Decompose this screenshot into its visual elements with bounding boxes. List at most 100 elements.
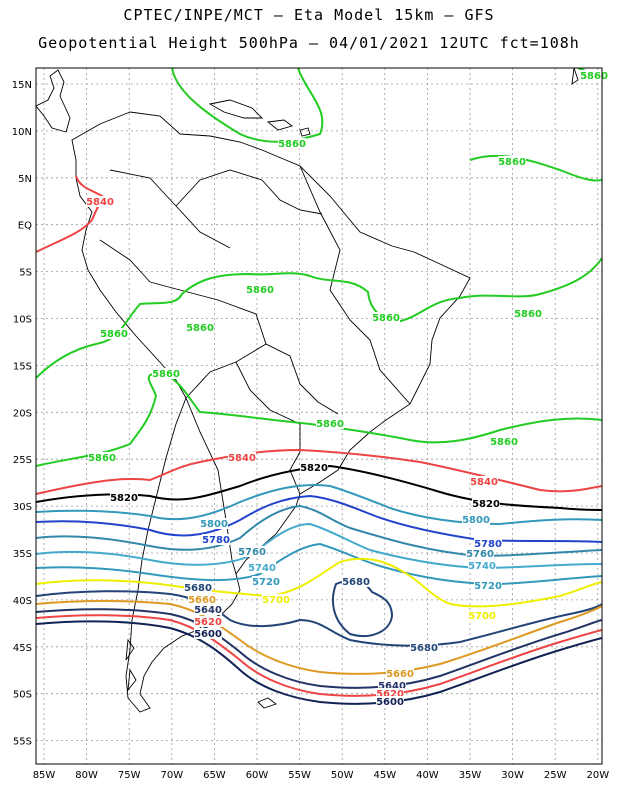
contour-label-bg [466,548,494,559]
contour-label-bg [378,680,406,691]
contour-label: 5780 [202,535,230,546]
contour-label: 5860 [514,309,542,320]
lon-tick-label: 75W [118,770,141,781]
contour-label: 5840 [86,197,114,208]
contour-label: 5660 [188,595,216,606]
contour-label-bg [470,476,498,487]
contour-5860-south [36,372,602,467]
lat-tick-label: 45S [13,643,32,654]
contour-label-bg [376,696,404,707]
contour-label: 5680 [342,577,370,588]
contour-label: 5860 [246,285,274,296]
contour-label-bg [110,492,138,503]
contour-5700 [36,557,602,608]
map-frame [35,67,603,765]
contour-5820 [36,464,602,511]
lon-tick-label: 25W [544,770,567,781]
lon-tick-label: 60W [246,770,269,781]
contour-label-bg [474,580,502,591]
contour-label-bg [342,576,370,587]
contour-label-bg [248,562,276,573]
contour-label: 5680 [184,583,212,594]
lat-tick-label: 50S [13,690,32,701]
contour-label: 5740 [468,561,496,572]
contour-label: 5840 [228,453,256,464]
contour-label-bg [580,70,608,81]
contour-5840-north [36,175,104,253]
contour-label-bg [410,642,438,653]
lon-tick-label: 85W [33,770,56,781]
contour-label: 5860 [372,313,400,324]
contour-label-bg [468,560,496,571]
contour-5740 [36,522,602,570]
contour-label-bg [200,518,228,529]
contour-label-bg [498,156,526,167]
longitude-labels: 85W 80W 75W 70W 65W 60W 55W 50W 45W 40W 35W 30W 25W 2… [33,770,610,781]
contour-label-bg [474,538,502,549]
contour-label-bg [186,322,214,333]
contour-5800 [36,483,602,526]
contour-label-bg [376,688,404,699]
contour-label: 5860 [580,71,608,82]
coastlines [36,68,579,713]
contour-5720 [36,542,602,586]
contour-label-bg [194,616,222,627]
contour-label: 5860 [490,437,518,448]
contour-label: 5780 [474,539,502,550]
lon-tick-label: 55W [288,770,311,781]
contour-label-bg [228,452,256,463]
contour-label: 5820 [110,493,138,504]
contour-label-bg [262,594,290,605]
contour-label-bg [152,368,180,379]
lat-tick-label: 5N [18,174,32,185]
lat-tick-label: 55S [13,737,32,748]
contour-label-bg [462,514,490,525]
contour-5860-central [36,257,602,379]
contour-5640 [36,608,602,689]
latitude-labels: 15N 10N 5N EQ 5S 10S 15S 20S 25S 30S 35S 40S 45S 50S 5… [12,80,32,748]
contour-labels: 5860 5860 5860 5860 5860 5860 5860 5860 5860 5860… [86,70,608,708]
contour-5600 [36,620,602,705]
lon-tick-label: 80W [75,770,98,781]
lon-tick-label: 45W [373,770,396,781]
contour-label-bg [188,594,216,605]
lat-tick-label: 5S [19,268,32,279]
contour-5660 [36,600,602,675]
contour-label: 5820 [300,463,328,474]
contour-label-bg [514,308,542,319]
contour-label-bg [246,284,274,295]
contour-label: 5860 [278,139,306,150]
contour-label: 5640 [378,681,406,692]
lat-tick-label: 20S [13,408,32,419]
contour-label: 5800 [200,519,228,530]
contour-5840 [36,448,602,495]
contour-label: 5700 [262,595,290,606]
contour-label-bg [386,668,414,679]
lat-tick-label: 35S [13,549,32,560]
contour-label: 5860 [100,329,128,340]
contour-label-bg [316,418,344,429]
lon-tick-label: 40W [416,770,439,781]
map-title-line1: CPTEC/INPE/MCT – Eta Model 15km – GFS [123,6,495,24]
contour-label-bg [88,452,116,463]
contour-label: 5820 [472,499,500,510]
contour-label: 5620 [376,689,404,700]
lat-tick-label: 15S [13,361,32,372]
contour-label: 5860 [152,369,180,380]
contour-label: 5640 [194,605,222,616]
contour-label-bg [278,138,306,149]
contour-label: 5700 [468,611,496,622]
contour-label: 5600 [194,629,222,640]
contour-5860-north [171,68,602,182]
lat-tick-label: 40S [13,596,32,607]
lon-tick-label: 70W [160,770,183,781]
contour-label: 5720 [474,581,502,592]
lon-tick-label: 30W [501,770,524,781]
contour-label: 5860 [316,419,344,430]
contour-label-bg [100,328,128,339]
contour-label: 5720 [252,577,280,588]
lat-tick-label: 10S [13,315,32,326]
lat-tick-label: 25S [13,455,32,466]
contour-label-bg [252,576,280,587]
